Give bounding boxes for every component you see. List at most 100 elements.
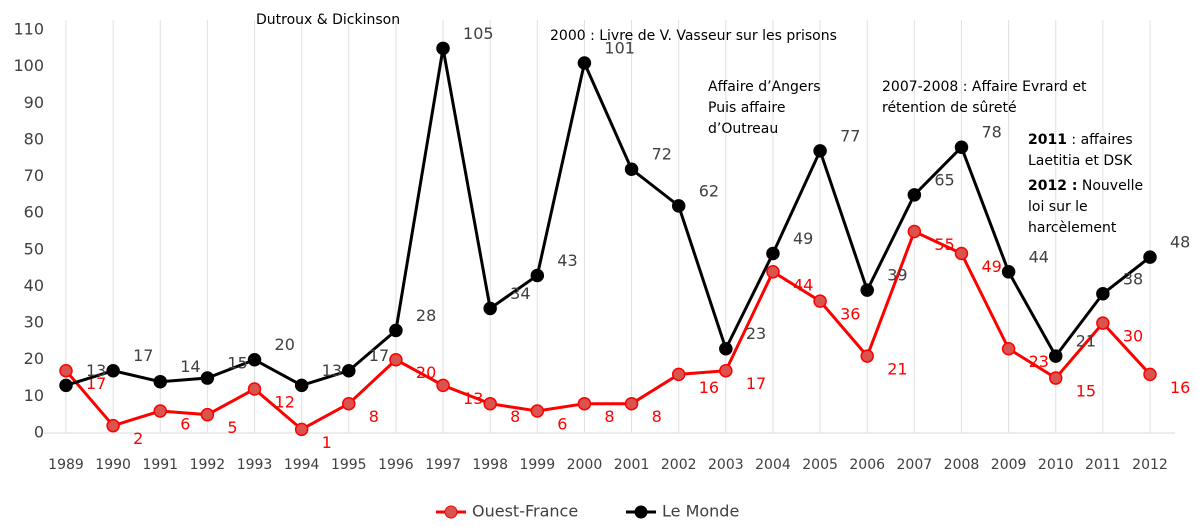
marker xyxy=(1096,316,1110,330)
annotation: 2011 : affaires xyxy=(1028,132,1133,148)
annotation: 2007-2008 : Affaire Evrard et xyxy=(882,79,1087,95)
marker xyxy=(342,363,356,378)
data-label: 8 xyxy=(604,407,614,426)
data-label: 23 xyxy=(1029,352,1049,371)
data-label: 5 xyxy=(227,418,237,437)
y-tick-label: 30 xyxy=(24,313,44,332)
x-tick-label: 2008 xyxy=(944,457,980,473)
data-label: 72 xyxy=(652,145,672,164)
data-label: 28 xyxy=(416,306,436,325)
x-tick-label: 2012 xyxy=(1132,457,1168,473)
marker xyxy=(483,301,497,316)
annotation-text: Nouvelle xyxy=(1077,178,1143,194)
annotation-text: : affaires xyxy=(1067,132,1133,148)
annotation: Affaire d’Angers xyxy=(708,79,821,95)
data-label: 38 xyxy=(1123,269,1143,288)
marker xyxy=(719,341,733,356)
marker xyxy=(624,162,639,176)
data-label: 36 xyxy=(840,305,860,324)
x-tick-label: 1998 xyxy=(472,457,508,473)
data-label: 16 xyxy=(1170,378,1190,397)
x-tick-label: 1999 xyxy=(519,457,555,473)
annotation: rétention de sûreté xyxy=(882,100,1017,116)
data-label: 16 xyxy=(699,378,719,397)
data-label: 1 xyxy=(322,433,332,452)
data-label: 13 xyxy=(463,389,483,408)
annotation-text: d’Outreau xyxy=(708,121,778,137)
series-line xyxy=(64,229,1152,432)
marker xyxy=(153,404,168,418)
data-label: 6 xyxy=(557,415,567,434)
x-tick-label: 2005 xyxy=(802,457,838,473)
data-label: 14 xyxy=(180,357,200,376)
marker xyxy=(389,352,403,367)
data-label: 21 xyxy=(887,360,907,379)
data-label: 15 xyxy=(227,354,247,373)
marker xyxy=(577,396,592,411)
marker xyxy=(294,378,309,393)
marker xyxy=(342,396,356,411)
data-label: 49 xyxy=(793,229,813,248)
marker xyxy=(1048,371,1063,385)
marker xyxy=(813,144,827,158)
annotation: d’Outreau xyxy=(708,121,778,137)
marker xyxy=(59,378,73,393)
marker xyxy=(106,418,120,433)
marker xyxy=(106,363,120,378)
legend-label: Ouest-France xyxy=(472,502,578,521)
data-label: 34 xyxy=(510,284,530,303)
series-line xyxy=(65,48,1151,387)
x-tick-label: 2010 xyxy=(1038,457,1074,473)
x-tick-label: 2004 xyxy=(755,457,791,473)
y-tick-label: 60 xyxy=(24,203,44,222)
annotation-text: harcèlement xyxy=(1028,220,1117,236)
legend-label: Le Monde xyxy=(662,502,739,521)
y-tick-label: 50 xyxy=(24,239,44,258)
data-label: 101 xyxy=(604,38,635,57)
data-label: 17 xyxy=(369,346,389,365)
marker xyxy=(671,367,686,382)
annotation-text: loi sur le xyxy=(1028,199,1088,215)
marker xyxy=(954,246,969,261)
marker xyxy=(530,268,545,283)
data-label: 30 xyxy=(1123,327,1143,346)
y-tick-label: 40 xyxy=(24,276,44,295)
marker xyxy=(530,404,545,418)
annotation-text: Laetitia et DSK xyxy=(1028,153,1133,169)
marker xyxy=(954,140,969,154)
data-label: 21 xyxy=(1076,332,1096,351)
x-tick-label: 1992 xyxy=(190,457,226,473)
data-label: 17 xyxy=(133,346,153,365)
annotation-text: Puis affaire xyxy=(708,100,785,116)
y-tick-label: 70 xyxy=(24,166,44,185)
x-tick-label: 1995 xyxy=(331,457,367,473)
data-label: 2 xyxy=(133,429,143,448)
data-label: 12 xyxy=(275,393,295,412)
data-label: 105 xyxy=(463,24,494,43)
x-tick-label: 2003 xyxy=(708,457,744,473)
data-label: 20 xyxy=(416,363,436,382)
annotation-text: Affaire d’Angers xyxy=(708,79,821,95)
annotation-text: Dutroux & Dickinson xyxy=(256,12,400,28)
marker xyxy=(153,374,168,389)
y-tick-label: 100 xyxy=(13,56,44,75)
legend-marker xyxy=(444,505,458,519)
x-tick-label: 2007 xyxy=(897,457,933,473)
marker xyxy=(1001,341,1016,356)
marker xyxy=(766,246,780,261)
data-label: 77 xyxy=(840,126,860,145)
marker xyxy=(247,382,262,396)
data-label: 8 xyxy=(510,407,520,426)
data-label: 13 xyxy=(322,361,342,380)
marker xyxy=(577,56,592,70)
annotation: Laetitia et DSK xyxy=(1028,153,1133,169)
marker xyxy=(813,294,827,308)
marker xyxy=(624,396,639,411)
annotation-bold: 2012 : xyxy=(1028,178,1077,194)
x-tick-label: 1990 xyxy=(95,457,131,473)
data-label: 13 xyxy=(86,361,106,380)
x-tick-label: 2000 xyxy=(567,457,603,473)
marker xyxy=(247,352,262,367)
y-tick-label: 110 xyxy=(13,20,44,39)
